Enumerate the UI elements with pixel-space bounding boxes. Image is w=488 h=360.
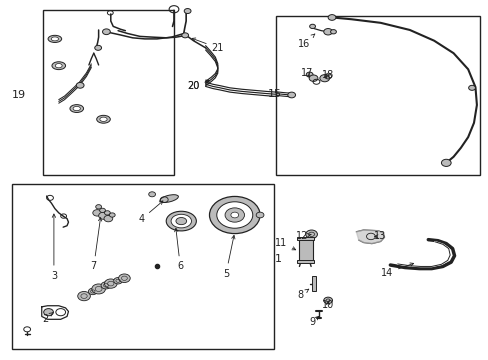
Circle shape xyxy=(76,82,84,88)
Circle shape xyxy=(224,208,244,222)
Ellipse shape xyxy=(171,214,191,228)
Text: 16: 16 xyxy=(297,34,314,49)
Ellipse shape xyxy=(48,35,61,42)
Circle shape xyxy=(92,284,105,294)
Ellipse shape xyxy=(51,37,59,41)
Circle shape xyxy=(287,92,295,98)
Bar xyxy=(297,237,313,240)
Bar xyxy=(42,10,174,175)
Text: 2: 2 xyxy=(42,312,53,324)
Text: 18: 18 xyxy=(321,69,334,80)
Bar xyxy=(276,16,479,175)
Circle shape xyxy=(216,202,252,228)
Text: 21: 21 xyxy=(192,38,224,53)
Bar xyxy=(311,276,316,292)
Text: 12: 12 xyxy=(295,231,310,242)
Ellipse shape xyxy=(100,117,107,121)
Circle shape xyxy=(305,72,312,77)
Text: 15: 15 xyxy=(267,89,281,99)
Text: 10: 10 xyxy=(321,300,334,310)
Text: 6: 6 xyxy=(174,228,183,271)
Circle shape xyxy=(104,211,110,215)
Text: 14: 14 xyxy=(380,263,413,278)
Bar xyxy=(12,184,273,348)
Text: 1: 1 xyxy=(275,254,282,264)
Circle shape xyxy=(468,85,474,90)
Circle shape xyxy=(305,230,317,239)
Circle shape xyxy=(441,159,450,166)
Polygon shape xyxy=(356,230,384,244)
Circle shape xyxy=(118,274,130,283)
Circle shape xyxy=(184,9,191,14)
Circle shape xyxy=(101,282,111,289)
Text: 13: 13 xyxy=(373,231,385,242)
Circle shape xyxy=(95,45,102,50)
Text: 20: 20 xyxy=(187,80,209,91)
Circle shape xyxy=(209,197,260,234)
Bar xyxy=(298,239,312,262)
Text: 9: 9 xyxy=(309,316,318,327)
Circle shape xyxy=(104,279,117,288)
Circle shape xyxy=(330,30,336,34)
Circle shape xyxy=(327,15,335,20)
Circle shape xyxy=(88,288,97,295)
Circle shape xyxy=(96,204,102,209)
Circle shape xyxy=(323,297,332,303)
Circle shape xyxy=(100,208,105,212)
Circle shape xyxy=(93,210,102,216)
Circle shape xyxy=(308,75,317,81)
Circle shape xyxy=(309,24,315,28)
Ellipse shape xyxy=(166,211,196,231)
Ellipse shape xyxy=(73,107,80,111)
Circle shape xyxy=(99,212,108,219)
Text: 19: 19 xyxy=(12,90,26,100)
Ellipse shape xyxy=(70,105,83,112)
Circle shape xyxy=(230,212,238,218)
Text: 11: 11 xyxy=(274,238,295,250)
Text: 20: 20 xyxy=(187,80,209,91)
Circle shape xyxy=(104,215,113,222)
Text: 17: 17 xyxy=(300,68,312,78)
Text: 5: 5 xyxy=(223,235,234,279)
Bar xyxy=(297,260,313,263)
Circle shape xyxy=(256,212,264,218)
Ellipse shape xyxy=(97,115,110,123)
Circle shape xyxy=(114,278,122,284)
Ellipse shape xyxy=(176,217,186,225)
Circle shape xyxy=(78,292,90,301)
Circle shape xyxy=(148,192,155,197)
Text: 4: 4 xyxy=(138,201,163,224)
Text: 8: 8 xyxy=(297,289,308,300)
Ellipse shape xyxy=(52,62,65,69)
Circle shape xyxy=(102,29,110,35)
Circle shape xyxy=(109,213,115,217)
Circle shape xyxy=(43,309,53,316)
Text: 7: 7 xyxy=(90,217,102,271)
Circle shape xyxy=(182,33,188,38)
Circle shape xyxy=(319,75,329,82)
Circle shape xyxy=(323,28,332,35)
Ellipse shape xyxy=(160,195,178,202)
Ellipse shape xyxy=(55,64,62,68)
Text: 3: 3 xyxy=(51,214,57,281)
